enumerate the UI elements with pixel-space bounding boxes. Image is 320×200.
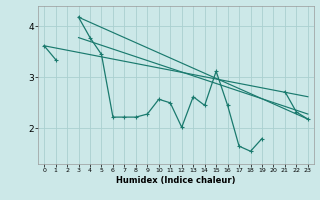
X-axis label: Humidex (Indice chaleur): Humidex (Indice chaleur): [116, 176, 236, 185]
